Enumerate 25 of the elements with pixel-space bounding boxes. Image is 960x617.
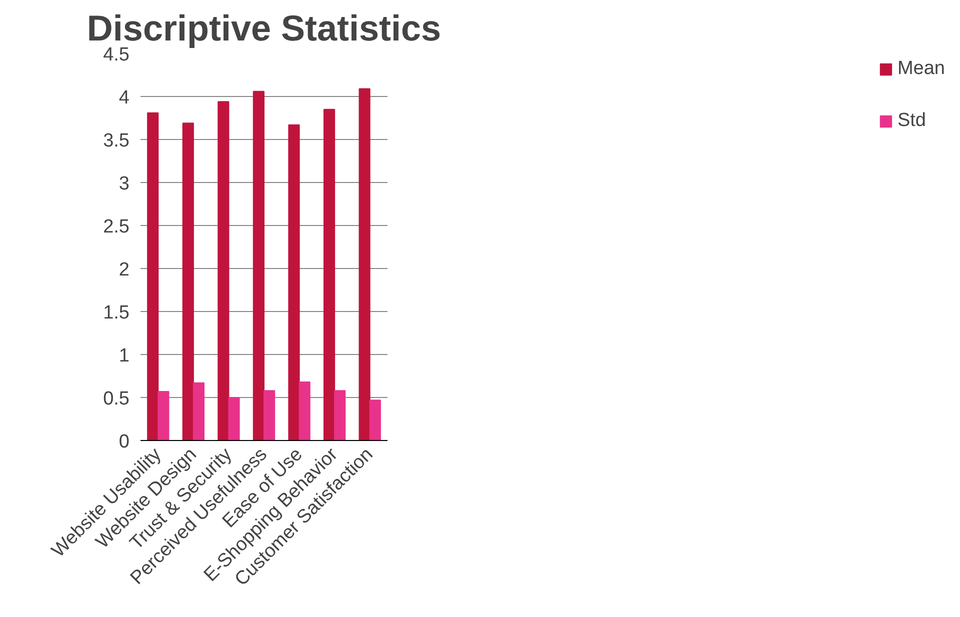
bar (264, 390, 276, 440)
legend-label: Std (897, 110, 926, 132)
y-tick-label: 4 (118, 88, 130, 108)
y-tick-label: 2.5 (103, 216, 130, 238)
bar (252, 90, 264, 440)
y-tick-label: 3 (118, 174, 130, 194)
y-tick-label: 1 (118, 346, 130, 366)
y-tick-label: 2 (118, 260, 130, 280)
bar (323, 108, 336, 440)
bar (158, 390, 170, 440)
y-tick-label: 0 (118, 432, 130, 452)
bar (288, 124, 300, 440)
legend-label: Mean (897, 58, 945, 80)
bar (182, 122, 194, 440)
bar (298, 382, 310, 440)
y-tick-label: 1.5 (103, 302, 130, 324)
bar (218, 101, 230, 440)
bar (358, 88, 370, 440)
bar (147, 112, 159, 440)
y-tick-label: 3.5 (103, 130, 130, 152)
bar (334, 390, 346, 440)
bar (369, 400, 381, 440)
bar (192, 382, 205, 440)
bar (228, 397, 240, 440)
y-tick-label: 0.5 (103, 388, 130, 410)
